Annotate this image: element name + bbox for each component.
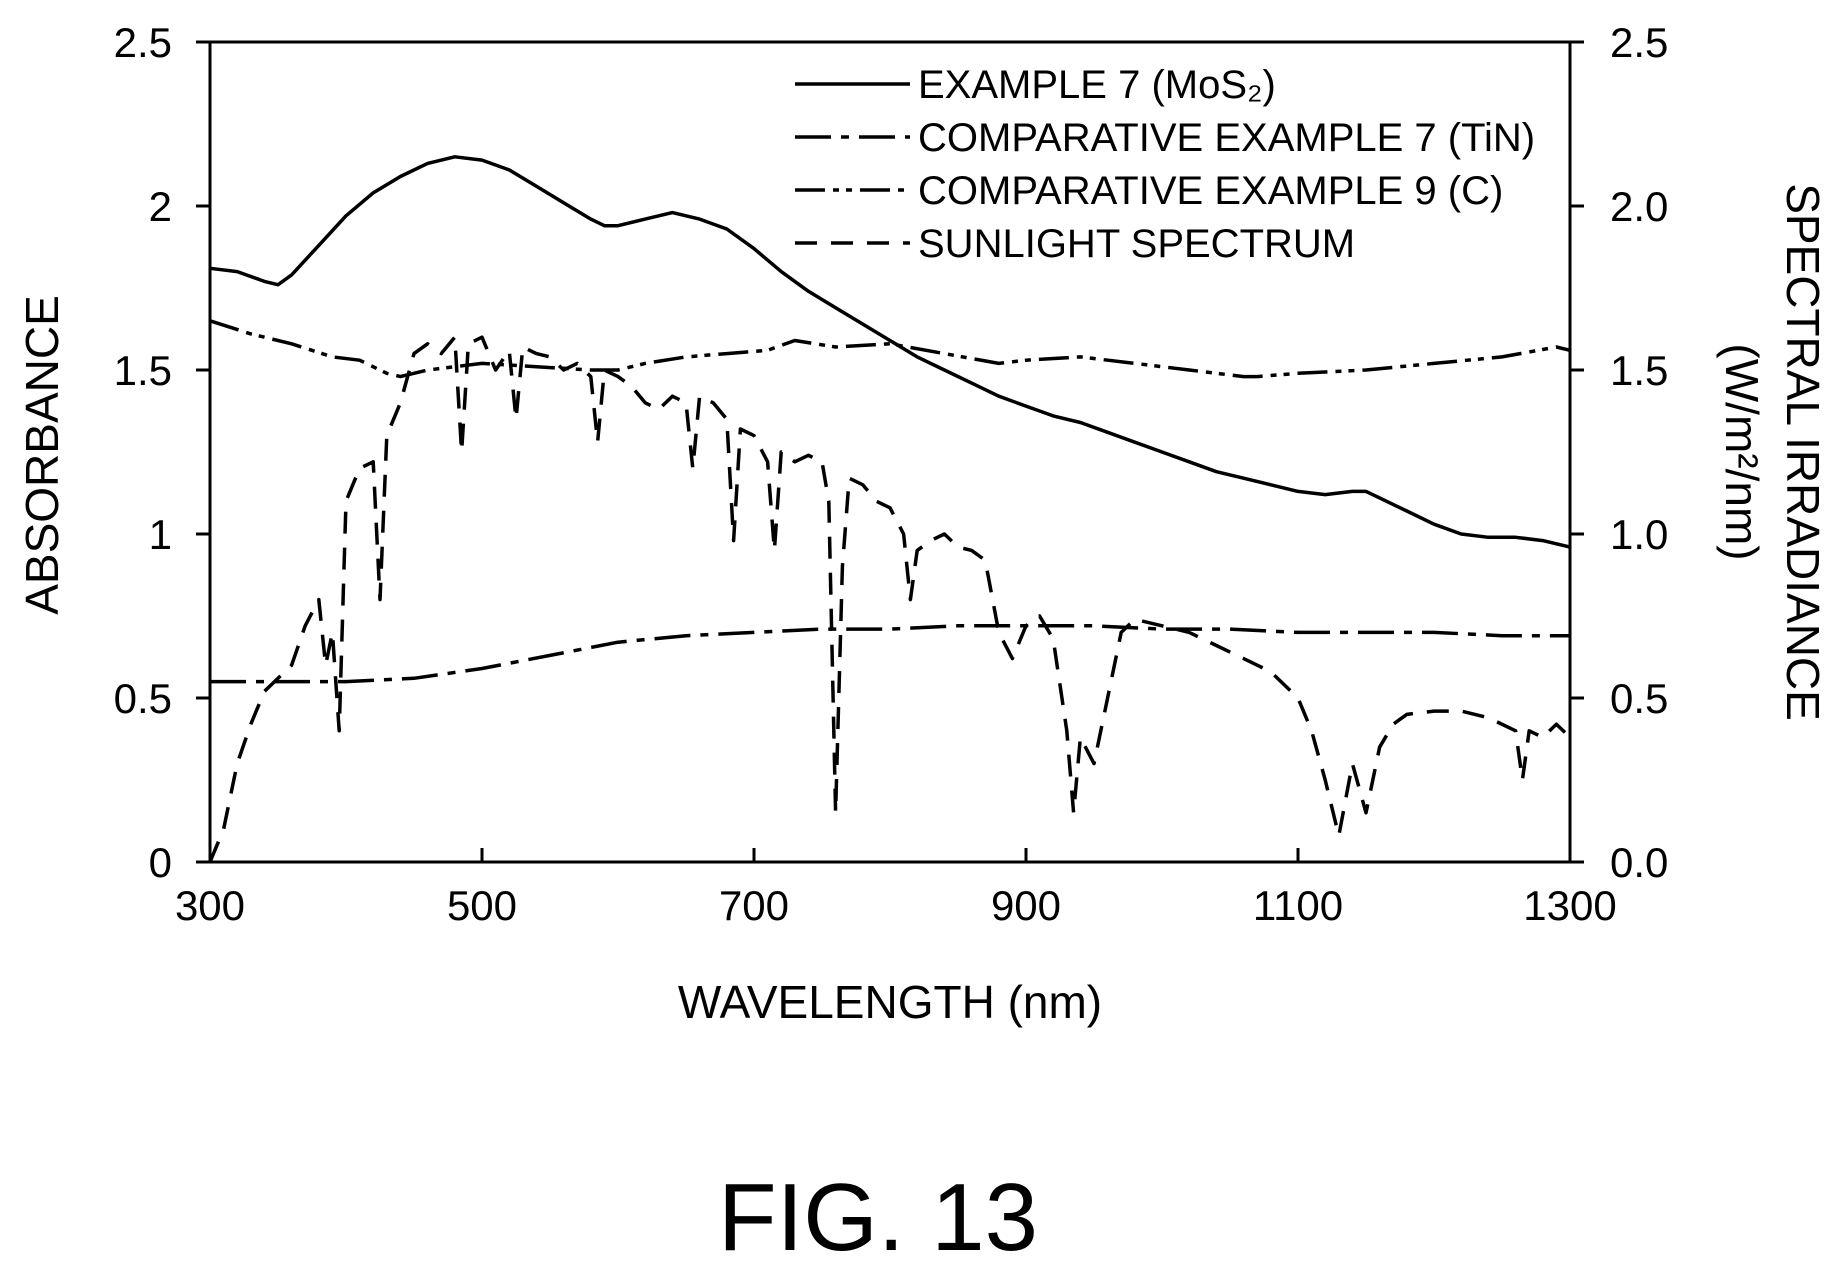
series-line-3	[209, 319, 1571, 379]
y-left-tick-label: 1.5	[114, 347, 172, 394]
series-line-4	[208, 335, 1572, 863]
series-layer	[208, 155, 1572, 863]
legend-label-1: EXAMPLE 7 (MoS₂)	[918, 63, 1276, 107]
y-left-tick-label: 2.5	[114, 19, 172, 66]
x-tick-label: 300	[175, 882, 245, 929]
x-tick-label: 500	[447, 882, 517, 929]
x-tick-label: 1300	[1523, 882, 1616, 929]
legend: EXAMPLE 7 (MoS₂) COMPARATIVE EXAMPLE 7 (T…	[795, 63, 1535, 266]
plot-frame	[208, 40, 1572, 864]
y-right-tick-label: 2.5	[1610, 19, 1668, 66]
legend-label-3: COMPARATIVE EXAMPLE 9 (C)	[918, 169, 1503, 213]
y-left-tick-label: 1	[149, 511, 172, 558]
series-line-2	[210, 624, 1570, 684]
y-left-tick-label: 0	[149, 839, 172, 886]
y-right-tick-label: 1.5	[1610, 347, 1668, 394]
legend-label-4: SUNLIGHT SPECTRUM	[918, 222, 1355, 266]
y-right-tick-label: 1.0	[1610, 511, 1668, 558]
legend-label-2: COMPARATIVE EXAMPLE 7 (TiN)	[918, 116, 1535, 160]
figure-label: FIG. 13	[718, 1164, 1038, 1271]
x-axis-title: WAVELENGTH (nm)	[678, 976, 1102, 1028]
y-right-tick-label: 0.0	[1610, 839, 1668, 886]
y-axis-left: 0 0.5 1 1.5 2 2.5	[114, 19, 210, 886]
y-axis-right-unit: (W/m²/nm)	[1716, 343, 1768, 560]
y-axis-right-title: SPECTRAL IRRADIANCE	[1777, 183, 1827, 721]
y-right-tick-label: 0.5	[1610, 675, 1668, 722]
y-right-tick-label: 2.0	[1610, 183, 1668, 230]
x-tick-label: 700	[719, 882, 789, 929]
x-tick-label: 1100	[1253, 882, 1343, 929]
x-tick-label: 900	[991, 882, 1061, 929]
x-axis: 300 500 700 900 1100 1300	[175, 848, 1617, 929]
y-axis-right: 0.0 0.5 1.0 1.5 2.0 2.5	[1570, 19, 1668, 886]
y-left-tick-label: 0.5	[114, 675, 172, 722]
series-line-1	[209, 155, 1571, 549]
y-left-tick-label: 2	[149, 183, 172, 230]
y-axis-left-title: ABSORBANCE	[16, 295, 68, 615]
